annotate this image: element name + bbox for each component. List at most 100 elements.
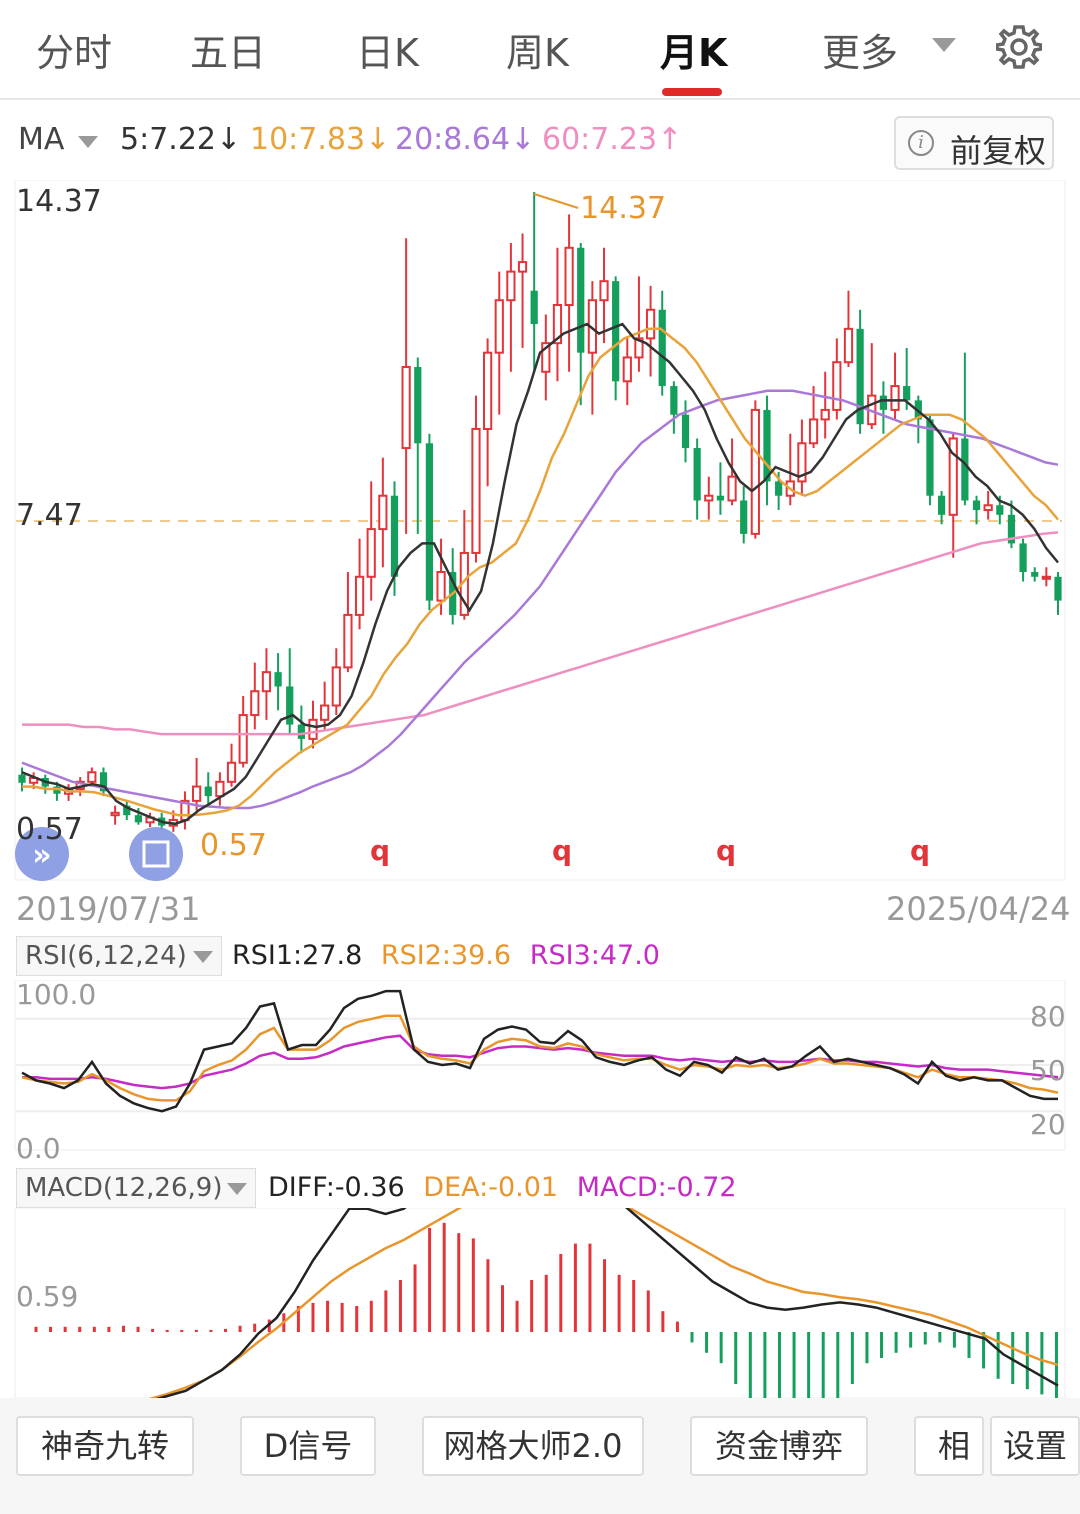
macd-bar: [807, 1332, 811, 1398]
expand-button: [15, 827, 69, 881]
candle-body-up: [261, 671, 272, 693]
candle-body-up: [308, 718, 318, 740]
macd-bar: [821, 1332, 825, 1398]
candle-body-up: [401, 365, 411, 450]
ma-dropdown-icon[interactable]: [78, 136, 98, 148]
macd-bar: [675, 1321, 679, 1332]
rsi-y-max: 100.0: [16, 978, 97, 1011]
ma-label[interactable]: MA: [18, 122, 65, 157]
rsi-y-min: 0.0: [16, 1132, 61, 1165]
candle-body-up: [110, 811, 120, 817]
y-axis-mid-label: 7.47: [16, 498, 83, 533]
macd-bar: [209, 1329, 213, 1332]
candle-body-up: [750, 408, 760, 535]
period-tabs: 分时 五日 日K 周K 月K 更多: [0, 0, 1080, 100]
candle-body-down: [1019, 543, 1027, 573]
macd-bar: [705, 1332, 709, 1353]
macd-chart[interactable]: [0, 1208, 1080, 1398]
macd-frame: [14, 1208, 1066, 1398]
candle-body-up: [704, 494, 714, 502]
min-price-marker: 0.57: [200, 828, 267, 863]
candle-body-down: [390, 495, 399, 577]
macd-bar: [442, 1222, 446, 1332]
overlay-button: [129, 827, 183, 881]
candle-body-down: [425, 443, 434, 601]
macd-bar: [398, 1280, 402, 1332]
macd-bar: [471, 1238, 475, 1332]
ma20-line: [21, 389, 1059, 810]
diff-line: [155, 1208, 1059, 1398]
candle-body-up: [645, 308, 656, 340]
gear-icon[interactable]: [996, 24, 1042, 70]
macd-bar: [690, 1332, 694, 1343]
fund-game-button[interactable]: 资金博弈: [690, 1416, 868, 1476]
macd-bar: [923, 1332, 927, 1345]
candle-body-up: [797, 442, 807, 483]
macd-bar: [1025, 1332, 1029, 1390]
magic-nine-button[interactable]: 神奇九转: [16, 1416, 194, 1476]
candle-body-up: [483, 351, 493, 430]
tab-daily-k[interactable]: 日K: [356, 31, 419, 75]
tab-weekly-k[interactable]: 周K: [506, 31, 569, 75]
rsi2-value: RSI2:39.6: [380, 940, 512, 971]
macd-selector[interactable]: MACD(12,26,9): [16, 1168, 256, 1208]
x-end-date: 2025/04/24: [886, 890, 1071, 928]
candle-body-down: [961, 438, 969, 501]
rsi1-value: RSI1:27.8: [232, 940, 363, 971]
macd-bar: [1040, 1332, 1044, 1395]
macd-bar: [588, 1243, 592, 1332]
candle-body-down: [577, 247, 585, 353]
grid-master-button[interactable]: 网格大师2.0: [422, 1416, 644, 1476]
rsi-title: RSI(6,12,24): [25, 941, 187, 971]
tab-monthly-k[interactable]: 月K: [660, 31, 728, 75]
rsi-selector[interactable]: RSI(6,12,24): [16, 936, 222, 976]
macd-bar: [646, 1290, 650, 1332]
candle-body-up: [436, 571, 446, 602]
candle-body-up: [564, 246, 574, 307]
signal-mark: q: [910, 834, 930, 867]
macd-dropdown-icon: [227, 1183, 247, 1195]
candle-body-down: [286, 686, 294, 725]
chevron-down-icon[interactable]: [932, 38, 956, 52]
dea-value: DEA:-0.01: [423, 1172, 559, 1203]
macd-bar: [34, 1326, 38, 1332]
macd-bar: [194, 1329, 198, 1332]
macd-bar: [49, 1326, 53, 1332]
macd-bar: [777, 1332, 781, 1398]
tab-intraday[interactable]: 分时: [36, 31, 113, 75]
candle-body-up: [517, 261, 528, 273]
candle-body-down: [996, 505, 1004, 515]
candle-body-down: [18, 774, 26, 783]
candle-body-up: [343, 613, 353, 669]
d-signal-button[interactable]: D信号: [240, 1416, 376, 1476]
tab-more[interactable]: 更多: [822, 31, 899, 75]
macd-bar: [603, 1259, 607, 1332]
macd-bar: [224, 1328, 228, 1332]
kline-chart[interactable]: 14.37 0.57 q q q q »: [0, 180, 1080, 900]
ma60-value: 60:7.23↑: [542, 122, 683, 157]
candle-body-up: [622, 356, 632, 383]
macd-bar: [311, 1302, 315, 1332]
candle-body-up: [599, 280, 609, 302]
y-axis-min-label: 0.57: [16, 812, 83, 847]
dea-line: [148, 1208, 1059, 1398]
macd-bar: [355, 1306, 359, 1332]
macd-bar: [763, 1332, 767, 1398]
candle-body-up: [354, 575, 365, 616]
candle-body-down: [856, 328, 864, 425]
tab-five-day[interactable]: 五日: [190, 31, 267, 75]
candle-body-down: [612, 281, 620, 382]
active-tab-indicator: [662, 88, 722, 96]
similar-button[interactable]: 相: [914, 1416, 984, 1476]
tool-bar: 神奇九转 D信号 网格大师2.0 资金博弈 相 设置: [0, 1398, 1080, 1514]
candle-body-up: [250, 690, 260, 717]
info-icon: i: [908, 130, 934, 156]
rsi-grid-20: 20: [1030, 1108, 1066, 1141]
settings-button[interactable]: 设置: [990, 1416, 1080, 1476]
macd-bar: [136, 1326, 140, 1332]
rsi-chart[interactable]: [0, 980, 1080, 1170]
adjust-button[interactable]: i 前复权: [894, 116, 1054, 170]
macd-bar: [996, 1332, 1000, 1379]
macd-bar: [748, 1332, 752, 1398]
macd-y-label: 0.59: [16, 1280, 79, 1313]
